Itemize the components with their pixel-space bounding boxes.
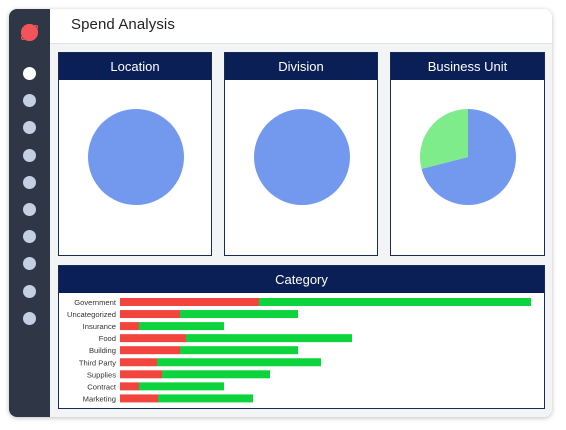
category-bar-segment-1[interactable] [120, 394, 158, 403]
sidebar-item-4[interactable] [23, 148, 36, 162]
category-label: Contract [87, 382, 117, 391]
business-unit-pie-chart [420, 109, 516, 205]
category-panel: Category Government Uncategorized Insuranc… [58, 265, 545, 409]
sidebar-item-3[interactable] [23, 121, 36, 135]
category-label: Government [74, 298, 117, 307]
category-bar-segment-1[interactable] [120, 358, 157, 367]
sidebar-item-2[interactable] [23, 94, 36, 108]
category-bar-segment-2[interactable] [162, 370, 270, 379]
category-label: Supplies [87, 370, 116, 379]
page-title: Spend Analysis [71, 16, 175, 33]
category-bar-segment-1[interactable] [120, 298, 259, 306]
division-panel: Division [224, 52, 378, 256]
category-bar-segment-1[interactable] [120, 322, 139, 331]
business-unit-panel-title: Business Unit [391, 53, 544, 80]
dashboard-content: Location Division Business Unit Category… [50, 44, 552, 417]
business-unit-panel: Business Unit [390, 52, 545, 256]
category-bar-segment-2[interactable] [158, 394, 253, 403]
sidebar-item-1[interactable] [23, 67, 36, 80]
location-panel-title: Location [59, 53, 211, 80]
pie-slice-2-1[interactable] [254, 109, 350, 205]
category-bar-segment-1[interactable] [120, 310, 180, 319]
planet-logo-icon[interactable] [19, 22, 40, 43]
category-panel-title: Category [59, 266, 544, 293]
category-label: Third Party [79, 358, 116, 367]
sidebar-item-8[interactable] [23, 257, 36, 271]
category-bar-segment-1[interactable] [120, 382, 139, 391]
division-panel-title: Division [225, 53, 377, 80]
category-bar-segment-2[interactable] [180, 346, 298, 355]
category-bar-chart: Government Uncategorized Insurance Food Buil… [67, 298, 531, 403]
sidebar-item-9[interactable] [23, 284, 36, 298]
pie-slice-1-1[interactable] [88, 109, 184, 205]
sidebar-item-6[interactable] [23, 203, 36, 216]
location-panel: Location [58, 52, 212, 256]
category-bar-segment-2[interactable] [139, 382, 224, 391]
sidebar [9, 9, 50, 417]
pie-slice-3-1[interactable] [421, 109, 516, 205]
app-window: Spend Analysis Location Division Busines… [9, 9, 552, 417]
pie-slice-3-2[interactable] [420, 109, 468, 169]
category-bar-segment-2[interactable] [259, 298, 531, 306]
sidebar-item-10[interactable] [23, 311, 36, 325]
category-label: Insurance [83, 322, 116, 331]
category-bar-segment-2[interactable] [180, 310, 298, 319]
category-bar-segment-2[interactable] [186, 334, 352, 343]
category-label: Uncategorized [67, 310, 116, 319]
category-bar-segment-2[interactable] [139, 322, 224, 331]
category-label: Marketing [83, 394, 116, 403]
division-pie-chart [254, 109, 350, 205]
sidebar-item-5[interactable] [23, 175, 36, 189]
category-bar-segment-2[interactable] [157, 358, 321, 367]
location-pie-chart [88, 109, 184, 205]
category-bar-segment-1[interactable] [120, 346, 180, 355]
category-bar-segment-1[interactable] [120, 334, 186, 343]
top-bar: Spend Analysis [50, 9, 552, 44]
category-label: Building [89, 346, 116, 355]
category-bar-segment-1[interactable] [120, 370, 162, 379]
category-label: Food [99, 334, 116, 343]
sidebar-item-7[interactable] [23, 230, 36, 244]
